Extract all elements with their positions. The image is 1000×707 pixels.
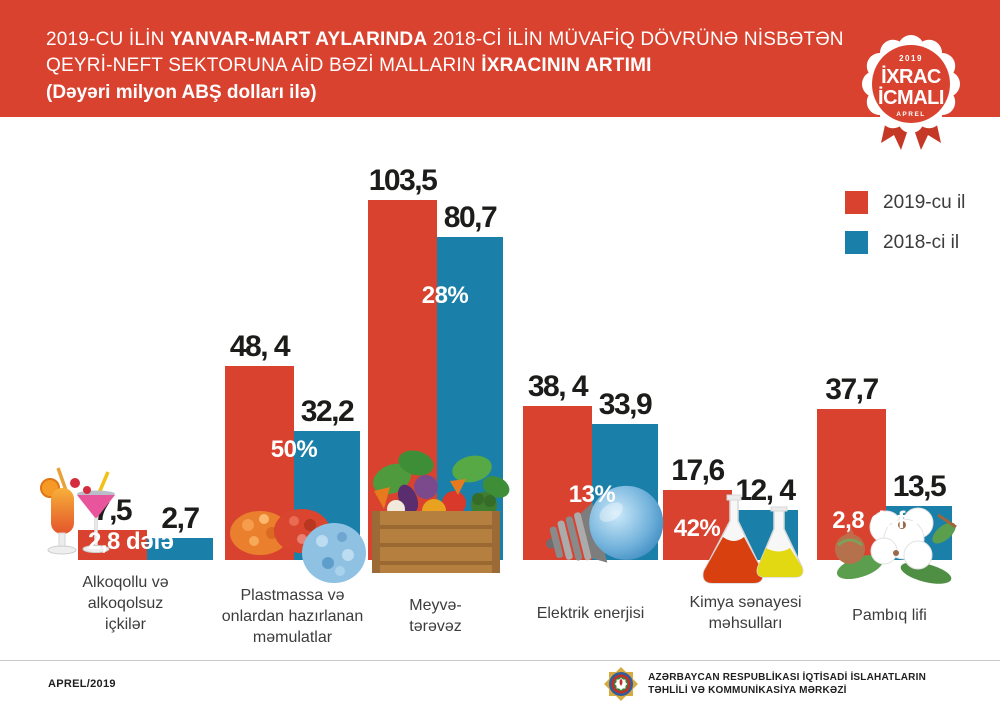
value-label-2018: 2,7	[161, 502, 200, 535]
badge-title-1: İXRAC	[881, 65, 941, 88]
growth-label: 2,8 dəfə	[832, 507, 918, 534]
footer-org-line-1: AZƏRBAYCAN RESPUBLİKASI İQTİSADİ İSLAHAT…	[648, 672, 926, 683]
value-label-2018: 13,5	[892, 470, 947, 503]
value-label-2019: 103,5	[368, 164, 438, 197]
vegetables-icon	[372, 450, 510, 573]
chemistry-flasks-icon	[702, 494, 804, 584]
category-label: Kimya sənayesi məhsulları	[636, 592, 856, 634]
state-emblem-icon	[604, 667, 639, 701]
ixrac-icmali-badge: 2019 İXRAC İCMALI APREL	[862, 35, 960, 150]
bar-chart: 2019-cu il 2018-ci il 7,5 2,7 2,8 dəfə A…	[0, 117, 1000, 660]
category-line: Kimya sənayesi	[689, 594, 802, 611]
light-bulb-icon	[546, 485, 664, 563]
title-line-1-bold: YANVAR-MART AYLARINDA	[170, 29, 428, 50]
badge-title-2: İCMALI	[878, 86, 944, 109]
plastic-granules-icon	[230, 509, 366, 583]
legend-label-2019: 2019-cu il	[883, 191, 966, 213]
value-label-2018: 80,7	[443, 201, 498, 234]
category-label: Meyvə- tərəvəz	[326, 595, 546, 637]
value-label-2018: 12, 4	[735, 474, 796, 507]
category-line: alkoqolsuz	[87, 595, 164, 612]
legend-item-2018: 2018-ci il	[845, 231, 965, 254]
subtitle-units: (Dəyəri milyon ABŞ dolları ilə)	[46, 82, 317, 103]
legend-label-2018: 2018-ci il	[883, 231, 960, 253]
bar-group-drinks: 7,5 2,7 2,8 dəfə Alkoqollu və alkoqolsuz…	[78, 495, 213, 633]
footer-date: APREL/2019	[48, 678, 116, 690]
growth-label: 50%	[270, 436, 318, 463]
category-line: onlardan hazırlanan	[221, 608, 364, 625]
value-label-2019: 38, 4	[527, 370, 589, 403]
title-line-2-bold: İXRACININ ARTIMI	[481, 55, 652, 76]
cocktails-icon	[40, 467, 115, 555]
growth-label: 42%	[673, 515, 721, 542]
badge-month: APREL	[896, 111, 926, 118]
value-label-2018: 33,9	[598, 388, 653, 421]
title-line-1-rest: 2018-Cİ İLİN MÜVAFİQ DÖVRÜNƏ NİSBƏTƏN	[427, 29, 844, 50]
bar-2018	[147, 538, 213, 560]
cotton-icon	[835, 507, 957, 584]
growth-label: 28%	[421, 282, 469, 309]
category-label: Alkoqollu və alkoqolsuz içkilər	[16, 572, 236, 635]
value-label-2019: 48, 4	[229, 330, 291, 363]
growth-label: 2,8 dəfə	[88, 528, 174, 555]
badge-disc	[872, 45, 950, 123]
footer-organization: AZƏRBAYCAN RESPUBLİKASI İQTİSADİ İSLAHAT…	[603, 666, 926, 702]
growth-label: 13%	[568, 481, 616, 508]
legend-item-2019: 2019-cu il	[845, 191, 965, 214]
category-label: Pambıq lifi	[780, 605, 1000, 626]
header-band: 2019-CU İLİN YANVAR-MART AYLARINDA 2018-…	[0, 0, 1000, 117]
bar-2019	[78, 530, 147, 560]
title-line-1: 2019-CU İLİN YANVAR-MART AYLARINDA 2018-…	[46, 27, 1000, 53]
column-2019: 17,6	[663, 455, 732, 560]
category-line: məhsulları	[708, 615, 783, 632]
legend-swatch-2019	[845, 191, 868, 214]
category-line: tərəvəz	[409, 618, 462, 635]
title-line-1-regular: 2019-CU İLİN	[46, 29, 171, 50]
value-label-2019: 37,7	[825, 373, 879, 406]
footer-org-line-2: TƏHLİLİ VƏ KOMMUNİKASİYA MƏRKƏZİ	[648, 685, 847, 696]
category-label: Elektrik enerjisi	[481, 603, 701, 624]
value-label-2019: 17,6	[671, 454, 725, 487]
category-line: Elektrik enerjisi	[536, 605, 645, 622]
category-label: Plastmassa və onlardan hazırlanan məmula…	[183, 585, 403, 648]
category-line: Plastmassa və	[240, 587, 345, 604]
value-label-2018: 32,2	[300, 395, 355, 428]
category-line: içkilər	[105, 616, 146, 633]
column-2018: 2,7	[147, 503, 213, 560]
title-line-2-regular: QEYRİ-NEFT SEKTORUNA AİD BƏZİ MALLARIN	[46, 55, 482, 76]
category-line: Pambıq lifi	[852, 607, 927, 624]
category-line: Meyvə-	[409, 597, 462, 614]
legend: 2019-cu il 2018-ci il	[845, 191, 965, 271]
legend-swatch-2018	[845, 231, 868, 254]
title-line-2: QEYRİ-NEFT SEKTORUNA AİD BƏZİ MALLARIN İ…	[46, 53, 1000, 79]
category-line: məmulatlar	[252, 629, 333, 646]
footer-organization-text: AZƏRBAYCAN RESPUBLİKASI İQTİSADİ İSLAHAT…	[648, 671, 926, 697]
badge-year: 2019	[899, 54, 923, 63]
footer: APREL/2019 AZƏRBAYCAN RESPUBLİKASI İQTİS…	[0, 660, 1000, 707]
category-line: Alkoqollu və	[82, 574, 169, 591]
